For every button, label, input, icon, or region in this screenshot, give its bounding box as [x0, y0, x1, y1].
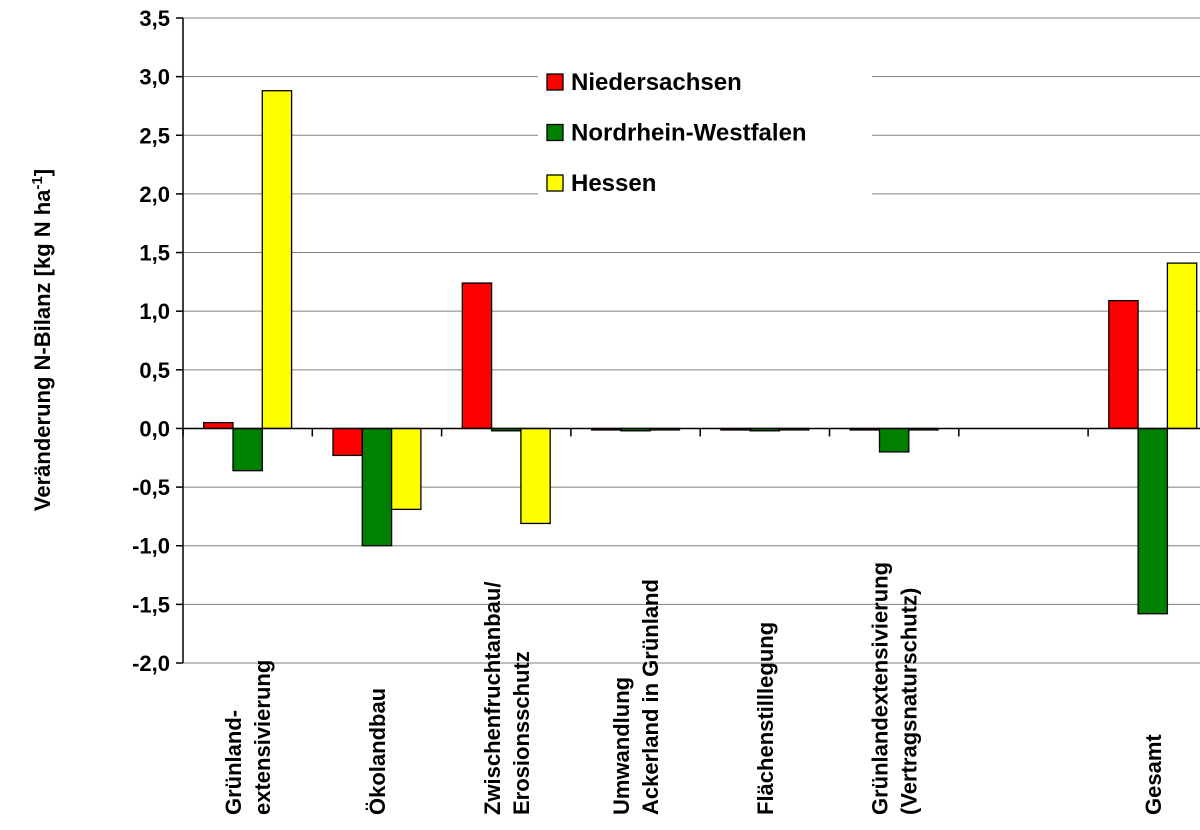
x-tick-label: Flächenstilllegung — [753, 622, 778, 815]
x-tick-label: (Vertragsnaturschutz) — [897, 588, 922, 815]
y-tick-label: -2,0 — [132, 651, 170, 676]
y-tick-label: 1,5 — [139, 241, 170, 266]
y-tick-label: 2,5 — [139, 123, 170, 148]
x-tick-label: Ökolandbau — [365, 688, 390, 815]
y-tick-label: 0,0 — [139, 416, 170, 441]
legend-label: Hessen — [571, 170, 656, 197]
y-tick-label: 3,0 — [139, 65, 170, 90]
bar — [878, 427, 910, 453]
y-tick-label: -0,5 — [132, 475, 170, 500]
x-tick-label: extensivierung — [250, 660, 275, 815]
y-label-text: Veränderung N-Bilanz [kg N ha — [30, 189, 55, 511]
legend: Niedersachsen Nordrhein-Westfalen Hessen — [538, 58, 872, 208]
y-tick-label: -1,5 — [132, 592, 170, 617]
bar — [232, 427, 263, 472]
bar — [1137, 427, 1169, 615]
y-label-sup: -1 — [29, 176, 46, 189]
y-tick-label: 0,5 — [139, 358, 170, 383]
legend-box — [538, 58, 872, 208]
y-axis-label: Veränderung N-Bilanz [kg N ha-1] — [29, 169, 55, 511]
bar — [1166, 262, 1198, 430]
bar — [361, 427, 393, 547]
bar — [203, 421, 234, 430]
legend-swatch — [546, 174, 564, 192]
x-tick-label: Ackerland in Grünland — [638, 579, 663, 815]
legend-label: Nordrhein-Westfalen — [571, 120, 807, 147]
legend-swatch — [546, 123, 564, 142]
y-label-end: ] — [30, 169, 55, 176]
y-tick-label: 1,0 — [139, 299, 170, 324]
x-tick-label: Umwandlung — [609, 677, 634, 815]
bar — [520, 427, 551, 525]
legend-label: Niedersachsen — [571, 69, 742, 96]
x-tick-label: Grünland- — [221, 710, 246, 815]
y-tick-label: 3,5 — [139, 6, 170, 31]
bar — [390, 427, 422, 511]
bar — [461, 282, 493, 430]
x-tick-label: Gesamt — [1141, 734, 1166, 815]
bar — [1108, 299, 1139, 430]
x-tick-label: Grünlandextensivierung — [868, 562, 893, 815]
x-tick-label: Zwischenfruchtanbau/ — [480, 582, 505, 815]
bar — [332, 427, 363, 457]
y-tick-label: -1,0 — [132, 534, 170, 559]
bar — [261, 90, 293, 430]
y-tick-label: 2,0 — [139, 182, 170, 207]
legend-swatch — [546, 73, 564, 91]
x-tick-label: Erosionsschutz — [509, 651, 534, 815]
